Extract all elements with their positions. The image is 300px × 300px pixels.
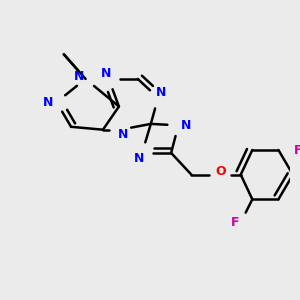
Text: N: N — [74, 70, 84, 83]
Text: N: N — [118, 128, 128, 141]
Text: F: F — [231, 216, 240, 229]
Text: N: N — [134, 152, 144, 165]
Text: N: N — [101, 67, 111, 80]
Text: N: N — [43, 96, 53, 109]
Text: F: F — [294, 143, 300, 157]
Text: N: N — [180, 119, 191, 132]
Text: O: O — [215, 165, 226, 178]
Text: N: N — [156, 86, 166, 99]
